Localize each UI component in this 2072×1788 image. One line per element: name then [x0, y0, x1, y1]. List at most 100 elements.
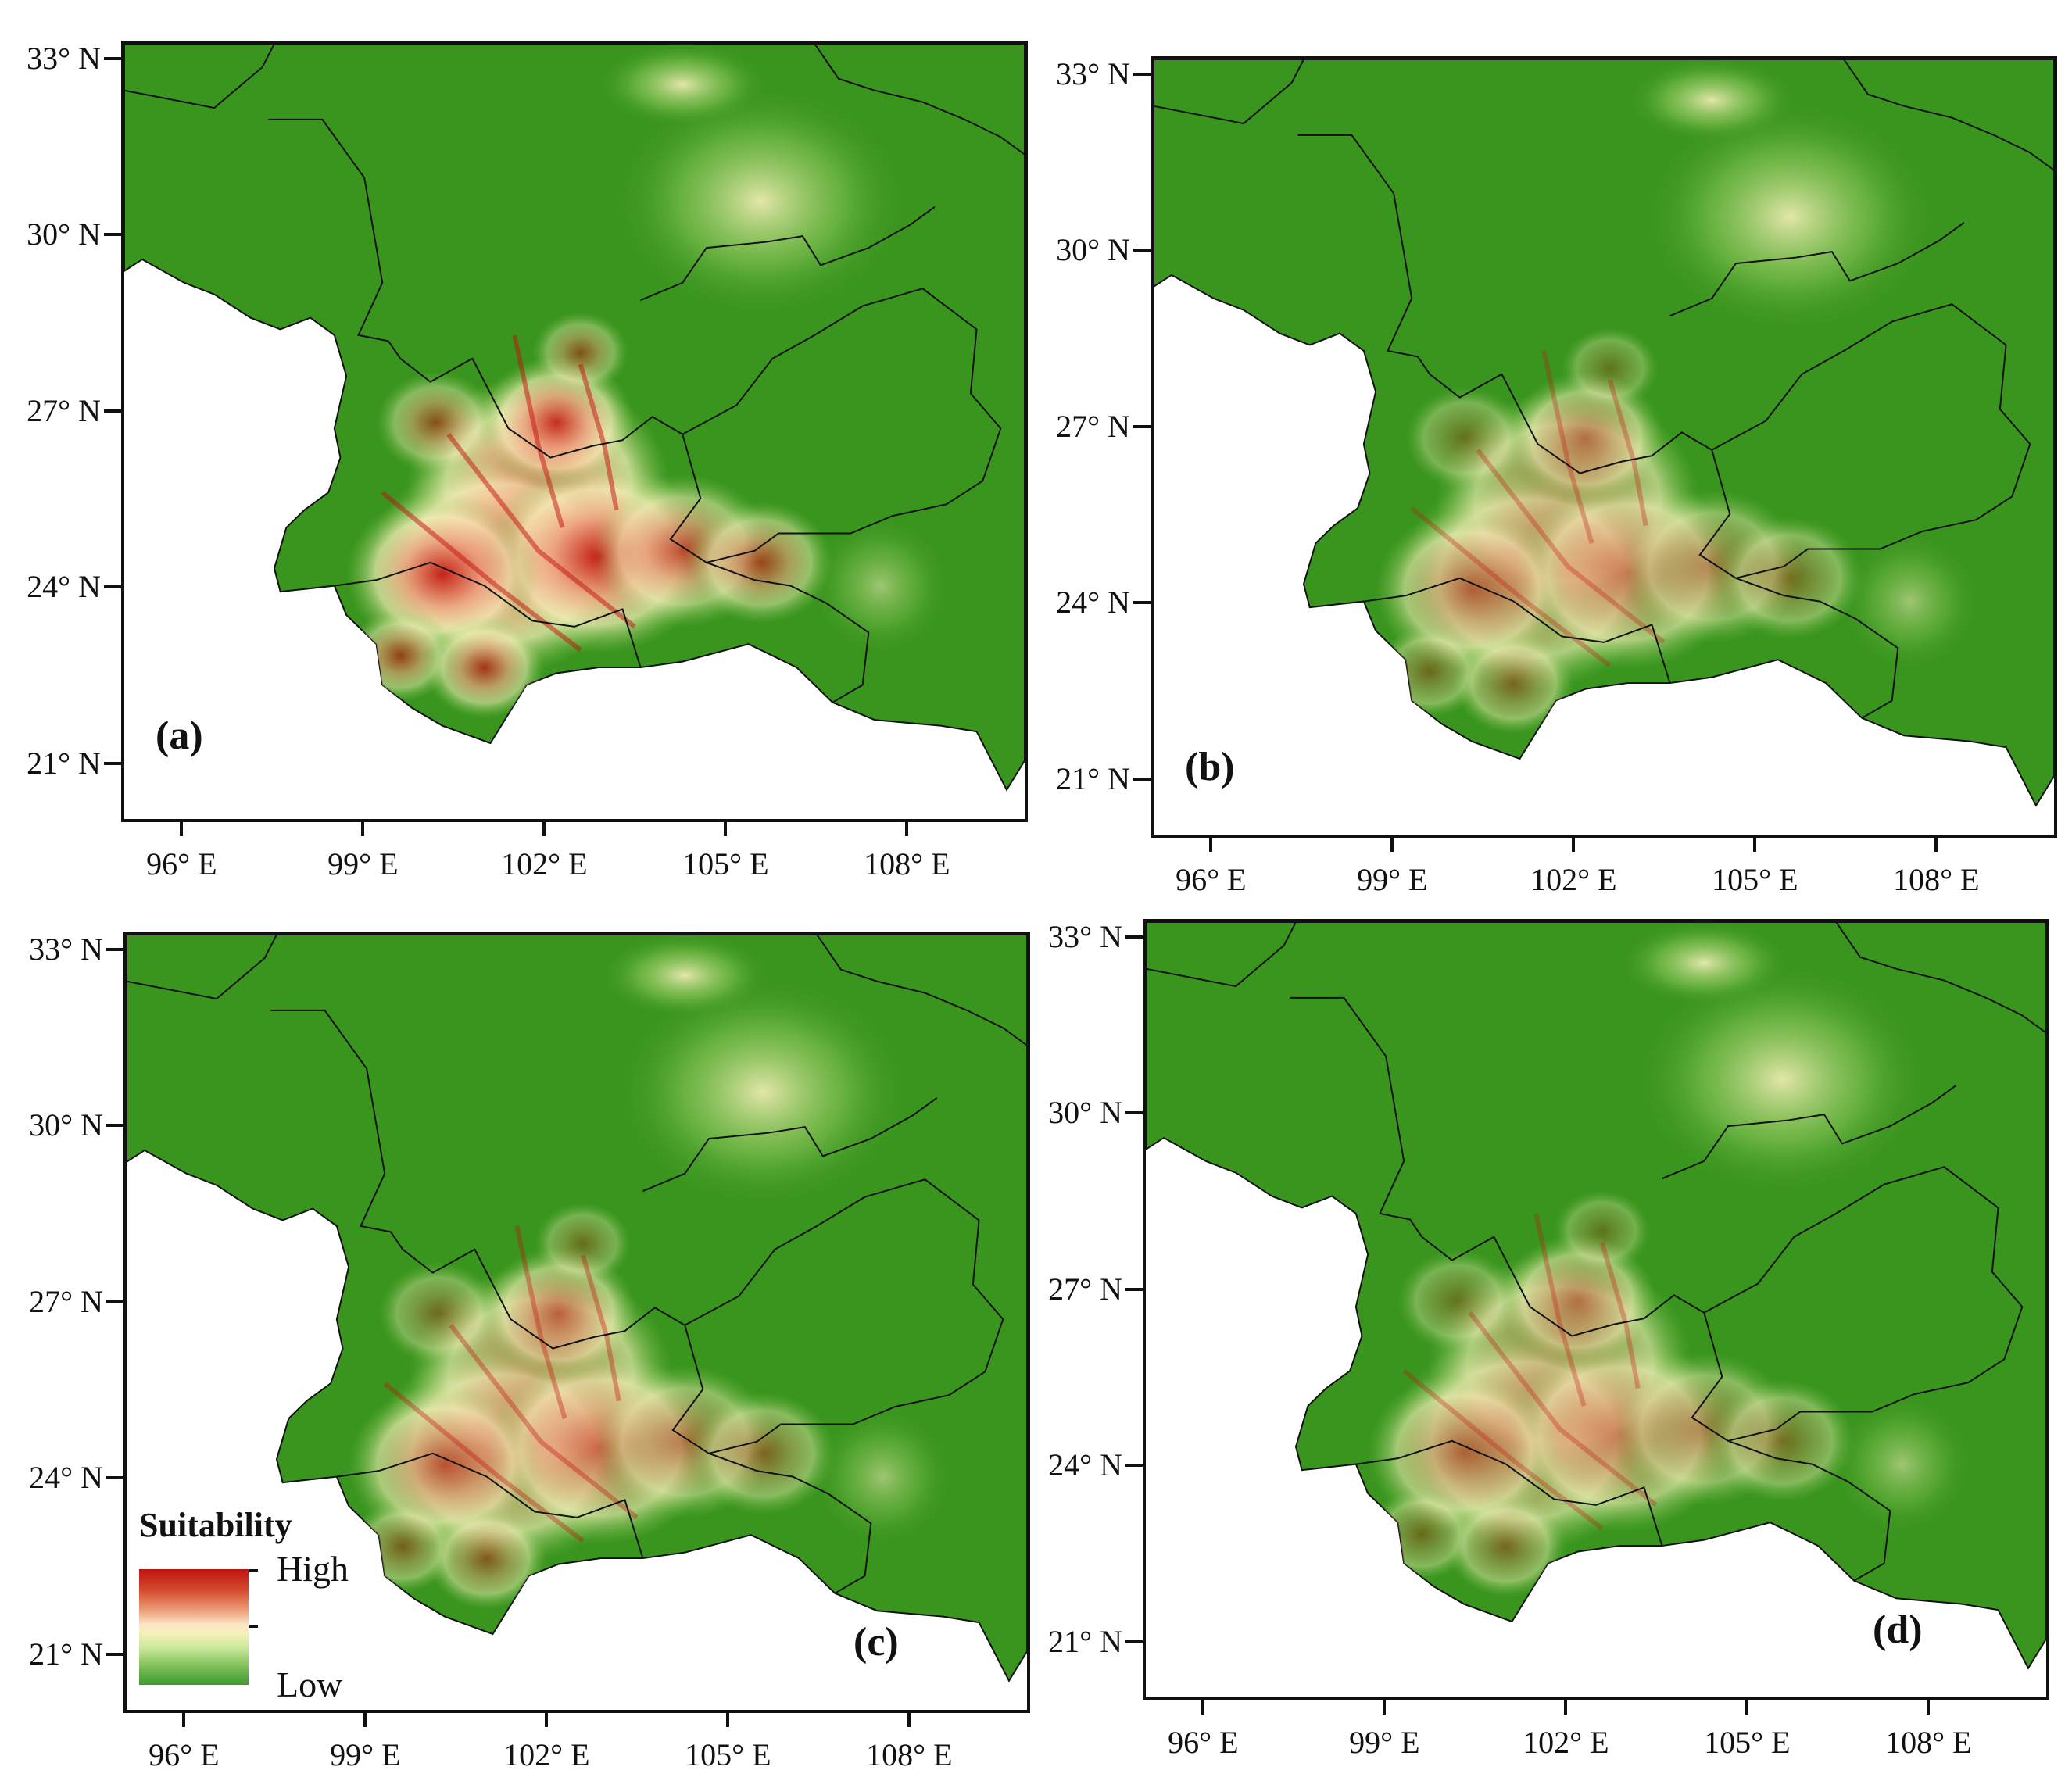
latitude-tick — [106, 947, 123, 951]
latitude-tick — [104, 56, 121, 60]
latitude-label: 21° N — [29, 1636, 103, 1672]
latitude-tick — [1133, 72, 1151, 76]
latitude-label: 27° N — [29, 1283, 103, 1319]
province-boundary — [1835, 922, 2046, 1034]
latitude-tick — [106, 1124, 123, 1128]
longitude-tick — [1390, 838, 1394, 852]
longitude-label: 105° E — [1712, 862, 1798, 897]
legend-tick-mid — [249, 1625, 258, 1628]
latitude-label: 30° N — [29, 1107, 103, 1143]
longitude-label: 105° E — [1704, 1725, 1791, 1760]
latitude-tick — [1133, 777, 1151, 781]
suitability-map — [124, 44, 1025, 819]
longitude-label: 108° E — [864, 846, 950, 881]
province-boundary — [1662, 1085, 1957, 1180]
latitude-label: 21° N — [27, 745, 101, 781]
province-boundary — [1146, 922, 1297, 988]
longitude-tick — [1209, 838, 1213, 852]
province-boundary — [1669, 222, 1965, 317]
latitude-tick — [1125, 935, 1143, 939]
province-boundary — [814, 44, 1025, 156]
latitude-tick — [1133, 249, 1151, 252]
latitude-label: 27° N — [1056, 408, 1130, 444]
suitability-legend: Suitability High Low — [139, 1507, 389, 1710]
longitude-label: 105° E — [685, 1737, 771, 1772]
map-frame: (c) — [123, 932, 1030, 1713]
longitude-tick — [361, 822, 365, 836]
legend-high-label: High — [277, 1549, 349, 1589]
longitude-tick — [1927, 1700, 1931, 1715]
map-frame: (b) — [1151, 56, 2057, 838]
latitude-tick — [106, 1652, 123, 1656]
longitude-tick — [182, 1713, 186, 1727]
longitude-label: 99° E — [1349, 1725, 1420, 1760]
map-panel-d: (d) 33° N 30° N 27° N 24° N 21° N 96° E 99° E 10… — [1048, 919, 2049, 1758]
longitude-tick — [907, 1713, 911, 1727]
longitude-label: 108° E — [1893, 862, 1980, 897]
longitude-label: 99° E — [1357, 862, 1428, 897]
latitude-label: 33° N — [1056, 55, 1130, 91]
latitude-tick — [104, 409, 121, 413]
longitude-label: 108° E — [866, 1737, 953, 1772]
longitude-label: 99° E — [327, 846, 399, 881]
latitude-label: 30° N — [1048, 1095, 1122, 1131]
longitude-label: 108° E — [1885, 1725, 1972, 1760]
longitude-label: 96° E — [1176, 862, 1247, 897]
latitude-tick — [1133, 424, 1151, 428]
suitability-map — [1146, 922, 2046, 1697]
province-boundary — [127, 935, 277, 1000]
longitude-tick — [1753, 838, 1757, 852]
latitude-label: 24° N — [1048, 1447, 1122, 1483]
longitude-tick — [1572, 838, 1576, 852]
latitude-label: 24° N — [29, 1460, 103, 1496]
longitude-tick — [905, 822, 909, 836]
province-boundary — [1154, 59, 1304, 125]
panel-label: (a) — [156, 713, 203, 758]
latitude-label: 33° N — [29, 931, 103, 967]
longitude-label: 102° E — [503, 1737, 590, 1772]
longitude-label: 96° E — [149, 1737, 220, 1772]
longitude-label: 102° E — [1530, 862, 1617, 897]
longitude-tick — [1201, 1700, 1205, 1715]
longitude-label: 96° E — [1168, 1725, 1239, 1760]
province-boundary — [1711, 303, 2031, 579]
latitude-label: 33° N — [1048, 918, 1122, 954]
latitude-label: 21° N — [1056, 760, 1130, 796]
panel-label: (d) — [1873, 1607, 1923, 1652]
latitude-label: 24° N — [1056, 585, 1130, 620]
latitude-tick — [1125, 1464, 1143, 1468]
map-panel-a: (a) 33° N 30° N 27° N 24° N 21° N 96° E 99° E 10… — [27, 41, 1028, 880]
legend-color-ramp — [139, 1569, 249, 1685]
longitude-tick — [363, 1713, 367, 1727]
latitude-tick — [1133, 601, 1151, 605]
province-boundary — [336, 1452, 644, 1559]
longitude-label: 102° E — [501, 846, 588, 881]
latitude-tick — [1125, 1111, 1143, 1115]
latitude-label: 21° N — [1048, 1623, 1122, 1659]
province-boundary — [684, 1178, 1004, 1454]
map-panel-b: (b) 33° N 30° N 27° N 24° N 21° N 96° E 99° E 10… — [1056, 56, 2057, 896]
province-boundary — [334, 561, 642, 668]
latitude-label: 30° N — [27, 216, 101, 252]
longitude-tick — [180, 822, 184, 836]
latitude-label: 33° N — [27, 40, 101, 76]
longitude-label: 105° E — [682, 846, 769, 881]
province-boundary — [1297, 134, 1899, 719]
latitude-tick — [104, 233, 121, 237]
longitude-tick — [726, 1713, 730, 1727]
longitude-label: 96° E — [146, 846, 217, 881]
longitude-tick — [724, 822, 728, 836]
longitude-tick — [1745, 1700, 1749, 1715]
latitude-label: 24° N — [27, 569, 101, 605]
panel-label: (b) — [1185, 745, 1235, 789]
latitude-label: 30° N — [1056, 232, 1130, 268]
latitude-tick — [104, 585, 121, 589]
province-boundary — [124, 44, 275, 109]
latitude-tick — [106, 1476, 123, 1480]
latitude-label: 27° N — [27, 392, 101, 428]
map-frame: (a) — [121, 41, 1028, 822]
latitude-tick — [106, 1300, 123, 1303]
province-boundary — [1290, 996, 1891, 1582]
latitude-label: 27° N — [1048, 1271, 1122, 1307]
latitude-tick — [1125, 1287, 1143, 1291]
